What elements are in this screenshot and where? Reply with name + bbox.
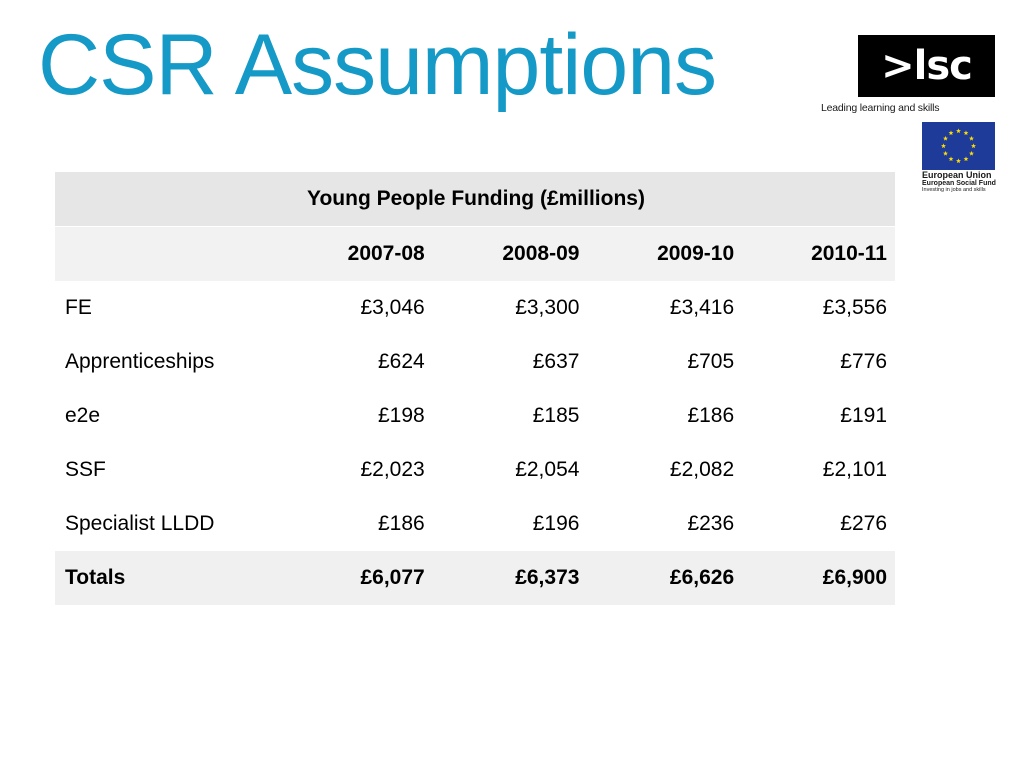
- eu-star-icon: [963, 156, 969, 162]
- table-row: SSF £2,023 £2,054 £2,082 £2,101: [55, 443, 895, 497]
- eu-star-icon: [948, 130, 954, 136]
- table-cell: £3,046: [360, 296, 425, 319]
- table-cell: £186: [378, 512, 425, 535]
- page-title: CSR Assumptions: [38, 17, 717, 113]
- eu-star-icon: [948, 156, 954, 162]
- eu-star-icon: [943, 150, 948, 156]
- table-cell: £2,082: [669, 458, 735, 481]
- table-cell: £2,023: [360, 458, 425, 481]
- table-row: FE £3,046 £3,300 £3,416 £3,556: [55, 281, 895, 335]
- table-cell: £191: [840, 404, 887, 427]
- totals-cell: £6,373: [432, 551, 588, 605]
- row-label: Specialist LLDD: [65, 512, 215, 535]
- row-label: Apprenticeships: [65, 350, 215, 373]
- eu-star-icon: [956, 128, 961, 134]
- column-header: [55, 226, 278, 281]
- table-caption: Young People Funding (£millions): [55, 172, 895, 227]
- table-cell: £198: [378, 404, 425, 427]
- eu-star-icon: [969, 135, 974, 141]
- totals-row: Totals £6,077 £6,373 £6,626 £6,900: [55, 551, 895, 605]
- eu-caption-line1: European Union: [922, 170, 992, 180]
- table-row: e2e £198 £185 £186 £191: [55, 389, 895, 443]
- table-cell: £624: [378, 350, 425, 373]
- lsc-logo: >lsc: [858, 35, 995, 97]
- eu-flag-icon: [922, 122, 995, 170]
- table-row: Specialist LLDD £186 £196 £236 £276: [55, 497, 895, 551]
- table-cell: £236: [687, 512, 735, 535]
- eu-stars: [941, 128, 976, 164]
- column-header: 2009-10: [587, 226, 743, 281]
- table-cell: £637: [532, 350, 580, 373]
- table-cell: £3,300: [515, 296, 580, 319]
- table-cell: £196: [532, 512, 580, 535]
- row-label: FE: [65, 296, 92, 319]
- eu-star-icon: [971, 143, 976, 149]
- table-header-row: 2007-08 2008-09 2009-10 2010-11: [55, 226, 895, 281]
- table-cell: £776: [840, 350, 887, 373]
- eu-star-icon: [941, 143, 946, 149]
- eu-caption: European Union European Social Fund Inve…: [922, 170, 1012, 194]
- table-caption-row: Young People Funding (£millions): [55, 172, 895, 227]
- lsc-logo-text: >lsc: [881, 43, 973, 89]
- row-label: SSF: [65, 458, 106, 481]
- eu-star-icon: [943, 135, 948, 141]
- table-cell: £185: [532, 404, 580, 427]
- table-cell: £2,054: [515, 458, 580, 481]
- eu-star-icon: [956, 158, 961, 164]
- column-header: 2007-08: [278, 226, 433, 281]
- table-cell: £186: [687, 404, 735, 427]
- totals-cell: £6,077: [278, 551, 433, 605]
- table-row: Apprenticeships £624 £637 £705 £776: [55, 335, 895, 389]
- column-header: 2010-11: [742, 226, 895, 281]
- row-label: e2e: [65, 404, 101, 427]
- column-header: 2008-09: [432, 226, 588, 281]
- table-cell: £3,416: [669, 296, 735, 319]
- table-cell: £3,556: [822, 296, 887, 319]
- table-cell: £276: [840, 512, 887, 535]
- table-cell: £2,101: [822, 458, 887, 481]
- lsc-tagline: Leading learning and skills: [821, 102, 940, 114]
- table-cell: £705: [687, 350, 735, 373]
- eu-star-icon: [969, 150, 974, 156]
- eu-caption-line2: European Social Fund: [922, 180, 996, 188]
- totals-cell: £6,900: [742, 551, 895, 605]
- eu-caption-line3: Investing in jobs and skills: [922, 186, 986, 193]
- totals-label: Totals: [55, 551, 278, 605]
- eu-star-icon: [963, 130, 969, 136]
- totals-cell: £6,626: [587, 551, 743, 605]
- funding-table: Young People Funding (£millions) 2007-08…: [55, 172, 895, 605]
